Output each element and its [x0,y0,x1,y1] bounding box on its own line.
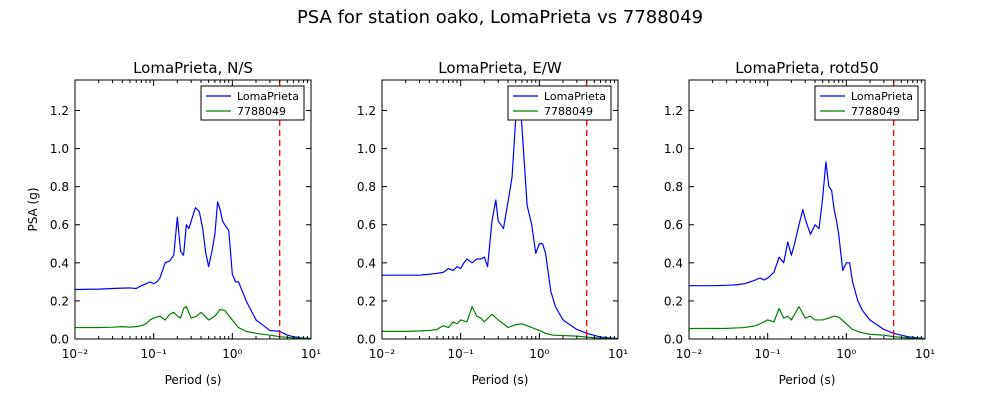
x-tick-label: 10⁰ [222,347,242,361]
y-tick-label: 0.2 [50,294,69,308]
x-axis-label: Period (s) [165,373,222,387]
y-tick-label: 1.0 [50,142,69,156]
y-tick-label: 0.0 [664,333,683,347]
legend: LomaPrieta 7788049 [814,85,919,121]
legend-box [200,85,305,121]
figure-title: PSA for station oako, LomaPrieta vs 7788… [297,7,703,28]
x-axis-label: Period (s) [472,373,529,387]
x-tick-label: 10⁻² [676,347,703,361]
y-tick-label: 1.0 [357,142,376,156]
series-line-lomaprieta [689,161,925,339]
axes-frame [688,79,926,340]
y-tick-label: 0.6 [50,218,69,232]
y-tick-label: 0.0 [50,333,69,347]
x-tick-label: 10⁻² [62,347,89,361]
x-tick-label: 10¹ [608,347,628,361]
y-tick-label: 0.8 [357,180,376,194]
legend-box [507,85,612,121]
y-tick-label: 0.0 [357,333,376,347]
x-tick-label: 10⁰ [836,347,856,361]
y-tick-label: 0.2 [357,294,376,308]
x-tick-label: 10⁻¹ [754,347,781,361]
y-tick-label: 0.4 [357,256,376,270]
series-line-lomaprieta [382,87,618,339]
y-tick-label: 1.2 [664,104,683,118]
panel-title: LomaPrieta, N/S [133,59,253,77]
x-tick-label: 10¹ [301,347,321,361]
x-tick-label: 10⁻¹ [140,347,167,361]
legend-label: LomaPrieta [851,90,913,103]
x-tick-label: 10⁻¹ [447,347,474,361]
plot-area [75,201,311,339]
y-axis-label: PSA (g) [26,187,40,231]
panel-title: LomaPrieta, rotd50 [735,59,879,77]
legend-label: 7788049 [544,105,593,118]
axes-frame [74,79,312,340]
x-axis-label: Period (s) [779,373,836,387]
plot-area [689,161,925,339]
y-tick-label: 1.2 [357,104,376,118]
y-tick-label: 0.8 [664,180,683,194]
y-tick-label: 0.6 [357,218,376,232]
legend-label: 7788049 [237,105,286,118]
y-tick-label: 0.4 [664,256,683,270]
y-tick-label: 0.2 [664,294,683,308]
series-line-7788049 [75,306,311,339]
y-tick-label: 1.0 [664,142,683,156]
panel-title: LomaPrieta, E/W [438,59,562,77]
x-tick-label: 10¹ [915,347,935,361]
panel-2: LomaPrieta, E/W 0.0 0.2 0.4 0.6 0.8 1.0 1.2 10⁻²… [357,59,628,387]
panel-3: LomaPrieta, rotd50 0.0 0.2 0.4 0.6 0.8 1.0 1.2 1… [664,59,935,387]
legend-label: 7788049 [851,105,900,118]
series-line-lomaprieta [75,201,311,339]
y-tick-label: 1.2 [50,104,69,118]
y-tick-label: 0.4 [50,256,69,270]
series-line-7788049 [689,306,925,339]
legend: LomaPrieta 7788049 [507,85,612,121]
x-tick-label: 10⁻² [369,347,396,361]
x-tick-label: 10⁰ [529,347,549,361]
legend: LomaPrieta 7788049 [200,85,305,121]
y-tick-label: 0.6 [664,218,683,232]
y-tick-label: 0.8 [50,180,69,194]
plot-area [382,87,618,339]
legend-label: LomaPrieta [237,90,299,103]
legend-box [814,85,919,121]
panel-1: LomaPrieta, N/S 0.0 0.2 0.4 0.6 0.8 1.0 1.2 10⁻²… [26,59,321,387]
axes-frame [381,79,619,340]
legend-label: LomaPrieta [544,90,606,103]
series-line-7788049 [382,306,618,339]
